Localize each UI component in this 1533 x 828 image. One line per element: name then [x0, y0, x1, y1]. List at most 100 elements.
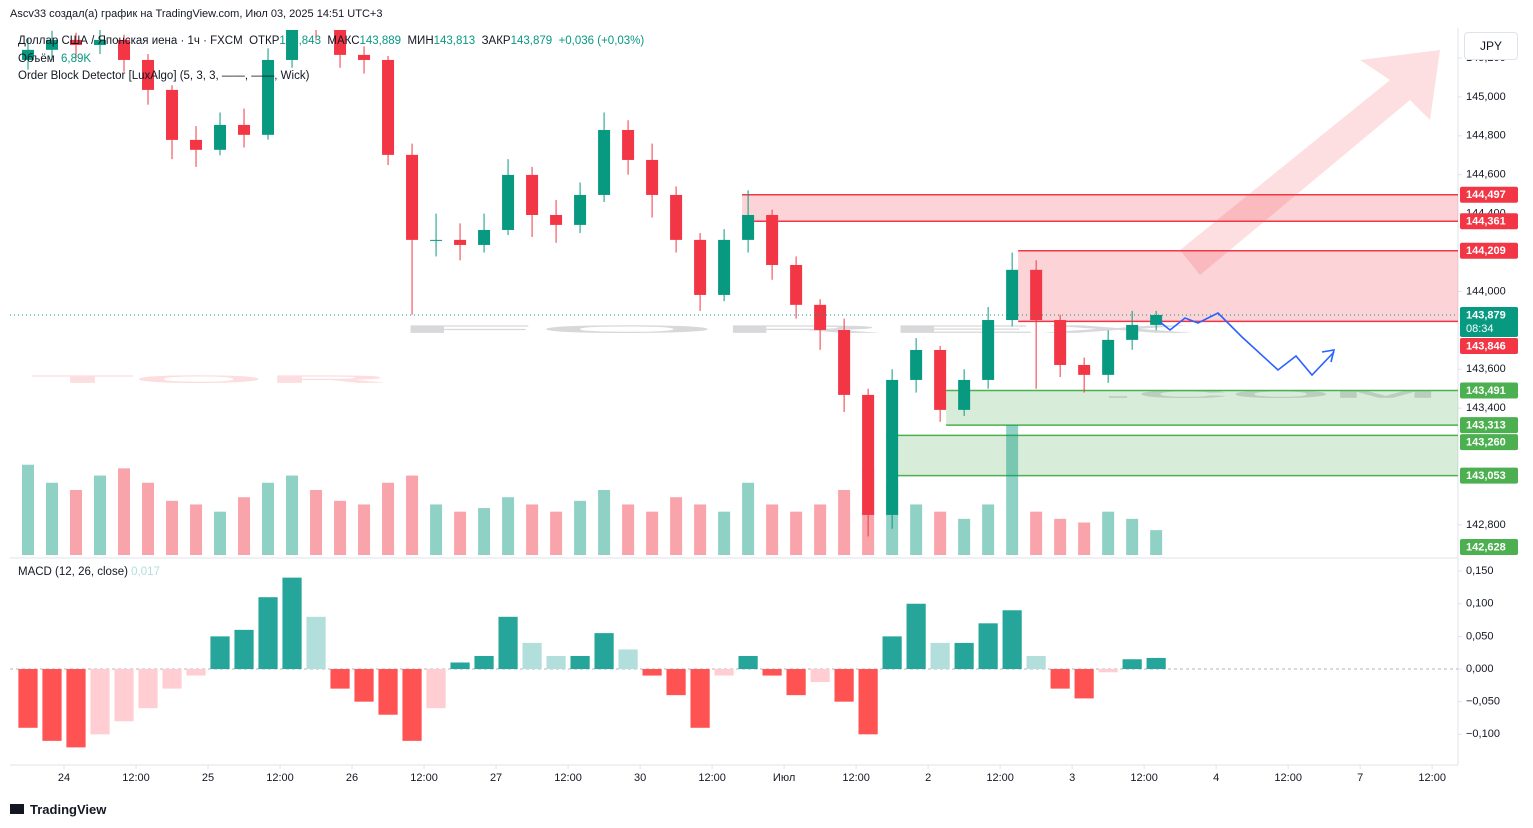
macd-bar	[834, 669, 854, 702]
macd-bar	[474, 655, 494, 670]
macd-bar	[306, 616, 326, 670]
candle-body	[670, 194, 683, 240]
footer-text: TradingView	[30, 802, 107, 817]
x-tick-label: 12:00	[842, 772, 870, 784]
macd-bar	[570, 655, 590, 670]
volume-bar	[1150, 530, 1163, 555]
volume-bar	[790, 511, 803, 555]
watermark-arrow	[1180, 50, 1440, 275]
price-label-text: 144,361	[1466, 216, 1506, 228]
candle-body	[1078, 364, 1091, 375]
macd-bar	[1050, 669, 1070, 689]
price-label	[1460, 382, 1518, 399]
volume-bar	[166, 500, 179, 555]
macd-bar	[90, 669, 110, 735]
legend-main: Доллар США / Японская иена · 1ч · FXCM О…	[18, 35, 644, 47]
y-tick-label: 143,600	[1466, 363, 1506, 375]
macd-bar	[378, 669, 398, 715]
candle-body	[982, 320, 995, 380]
volume-bar	[1006, 425, 1019, 555]
x-tick-label: 27	[490, 772, 502, 784]
macd-bar	[1098, 669, 1118, 673]
order-block	[742, 194, 1458, 222]
legend-key: МАКС	[327, 35, 360, 47]
volume-bar	[718, 511, 731, 555]
macd-tick-label: 0,050	[1466, 630, 1494, 642]
legend-volume: Объём 6,89K	[18, 53, 91, 65]
macd-bar	[66, 669, 86, 748]
macd-tick-label: 0,100	[1466, 598, 1494, 610]
candle-body	[118, 39, 131, 60]
macd-bar	[258, 597, 278, 670]
x-tick-label: 7	[1357, 772, 1363, 784]
macd-bar	[282, 577, 302, 670]
candle-body	[454, 239, 467, 245]
macd-bar	[1026, 655, 1046, 670]
legend-key: ОТКР	[249, 35, 280, 47]
projection-arrowhead	[1321, 349, 1336, 363]
volume-bar	[526, 504, 539, 555]
volume-bar	[814, 504, 827, 555]
candle-body	[574, 194, 587, 225]
volume-bar	[310, 490, 323, 555]
candle-body	[46, 39, 59, 50]
candle-body	[382, 59, 395, 155]
macd-bar	[762, 669, 782, 676]
volume-bar	[22, 464, 35, 555]
price-label	[1460, 337, 1518, 354]
x-tick-label: 25	[202, 772, 214, 784]
x-tick-label: 3	[1069, 772, 1075, 784]
macd-bar	[42, 669, 62, 741]
price-label-text: 143,313	[1466, 419, 1506, 431]
macd-bar	[426, 669, 446, 709]
legend-key: ЗАКР	[481, 35, 511, 47]
candle-body	[1006, 269, 1019, 321]
price-label	[1460, 417, 1518, 434]
price-label	[1460, 434, 1518, 451]
volume-bar	[598, 490, 611, 555]
macd-bar	[930, 642, 950, 670]
macd-bar	[738, 655, 758, 670]
macd-bar	[1122, 659, 1142, 670]
volume-bar	[694, 504, 707, 555]
currency-button[interactable]: JPY	[1464, 32, 1518, 60]
price-label-text: 143,491	[1466, 385, 1506, 397]
candle-body	[886, 379, 899, 515]
y-tick-label: 144,800	[1466, 130, 1506, 142]
macd-bar	[402, 669, 422, 741]
volume-bar	[646, 511, 659, 555]
legend-change: +0,036 (+0,03%)	[558, 35, 645, 47]
macd-bar	[810, 669, 830, 683]
candle-body	[550, 214, 563, 225]
legend-value: 143,813	[433, 35, 476, 47]
macd-bar	[666, 669, 686, 696]
y-tick-label: 143,400	[1466, 402, 1506, 414]
volume-bar	[358, 504, 371, 555]
x-tick-label: 12:00	[698, 772, 726, 784]
candle-body	[814, 304, 827, 330]
volume-bar	[214, 511, 227, 555]
macd-bar	[186, 669, 206, 676]
candle-body	[502, 174, 515, 230]
macd-bar	[1074, 669, 1094, 699]
legend-macd: MACD (12, 26, close) 0,017	[18, 566, 160, 578]
x-tick-label: 12:00	[266, 772, 294, 784]
candle-body	[526, 174, 539, 215]
volume-bar	[1078, 522, 1091, 555]
x-tick-label: 12:00	[122, 772, 150, 784]
macd-bar	[450, 662, 470, 670]
macd-tick-label: 0,000	[1466, 663, 1494, 675]
volume-bar	[70, 490, 83, 555]
macd-name: MACD (12, 26, close)	[18, 566, 128, 578]
macd-bar	[594, 633, 614, 670]
macd-bar	[138, 669, 158, 709]
x-tick-label: 12:00	[554, 772, 582, 784]
volume-bar	[1126, 518, 1139, 555]
volume-bar	[46, 482, 59, 555]
price-label	[1460, 213, 1518, 230]
macd-pane	[10, 577, 1458, 748]
volume-bar	[550, 511, 563, 555]
symbol: Доллар США / Японская иена · 1ч · FXCM	[18, 35, 243, 47]
x-tick-label: 24	[58, 772, 70, 784]
candle-body	[862, 394, 875, 515]
